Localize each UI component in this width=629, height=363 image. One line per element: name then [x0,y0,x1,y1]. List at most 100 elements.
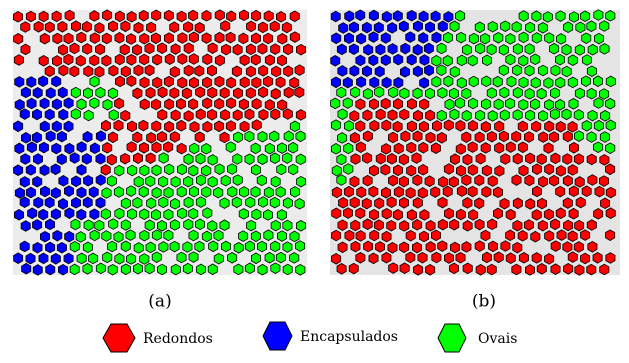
cell [426,132,435,143]
cell [190,143,199,154]
cell [189,32,198,43]
cell [76,56,85,67]
cell [284,66,293,77]
cell [196,109,205,120]
cell [389,87,398,98]
cell [413,66,422,77]
cell [33,176,42,187]
caption-a: (a) [148,292,171,312]
cell [382,208,391,219]
legend-label: Redondos [143,331,213,347]
cell [289,142,298,153]
cell [564,22,573,33]
cell [526,110,535,121]
cell [270,21,279,32]
cell [413,131,422,142]
cell [83,197,92,208]
cell [400,263,409,274]
cell [159,197,168,208]
cell [506,253,515,264]
cell [196,219,205,230]
cell [158,110,167,121]
cell [108,241,117,252]
cell [189,165,198,176]
cell [499,45,508,56]
cell [393,165,402,176]
cell [140,209,149,220]
cell [57,131,66,142]
cell [96,198,105,209]
cell [594,209,603,220]
cell [45,219,54,230]
cell [462,110,471,121]
cell [331,120,340,131]
cell [140,33,149,44]
cell [414,265,423,276]
cell [214,230,223,241]
cell [538,65,547,76]
cell [331,56,340,67]
cell [264,187,273,198]
cell [101,120,110,131]
cell [356,55,365,66]
cell [133,198,142,209]
cell [33,88,42,99]
cell [551,153,560,164]
cell [569,143,578,154]
cell [259,66,268,77]
cell [251,253,260,264]
cell [487,264,496,275]
cell [425,176,434,187]
cell [45,66,54,77]
cell [215,164,224,175]
cell [588,110,597,121]
cell [606,253,615,264]
cell [203,122,212,133]
cell [51,209,60,220]
cell [413,175,422,186]
cell [381,98,390,109]
cell [196,153,205,164]
cell [46,242,55,253]
cell [271,89,280,100]
cell [381,187,390,198]
cell [363,131,372,142]
cell [518,231,527,242]
cell [389,263,398,274]
cell [370,209,379,220]
cell [277,210,286,221]
cell [195,241,204,252]
cell [15,188,24,199]
cell [39,142,48,153]
cell [568,77,577,88]
cell [332,208,341,219]
cell [468,142,477,153]
cell [246,197,255,208]
cell [184,154,193,165]
cell [83,132,92,143]
cell [239,209,248,220]
cell [438,88,447,99]
cell [21,22,30,33]
cell [170,132,179,143]
cell [431,230,440,241]
cell [21,133,30,144]
cell [381,33,390,44]
cell [95,23,104,34]
cell [369,165,378,176]
cell [102,55,111,66]
cell [538,220,547,231]
cell [15,143,24,154]
cell [134,23,143,34]
cell [83,44,92,55]
cell [525,44,534,55]
cell [153,77,162,88]
cell [114,187,123,198]
cell [350,111,359,122]
cell [20,241,29,252]
cell [208,87,217,98]
cell [208,221,217,232]
cell [601,111,610,122]
cell [152,121,161,132]
cell [443,186,452,197]
